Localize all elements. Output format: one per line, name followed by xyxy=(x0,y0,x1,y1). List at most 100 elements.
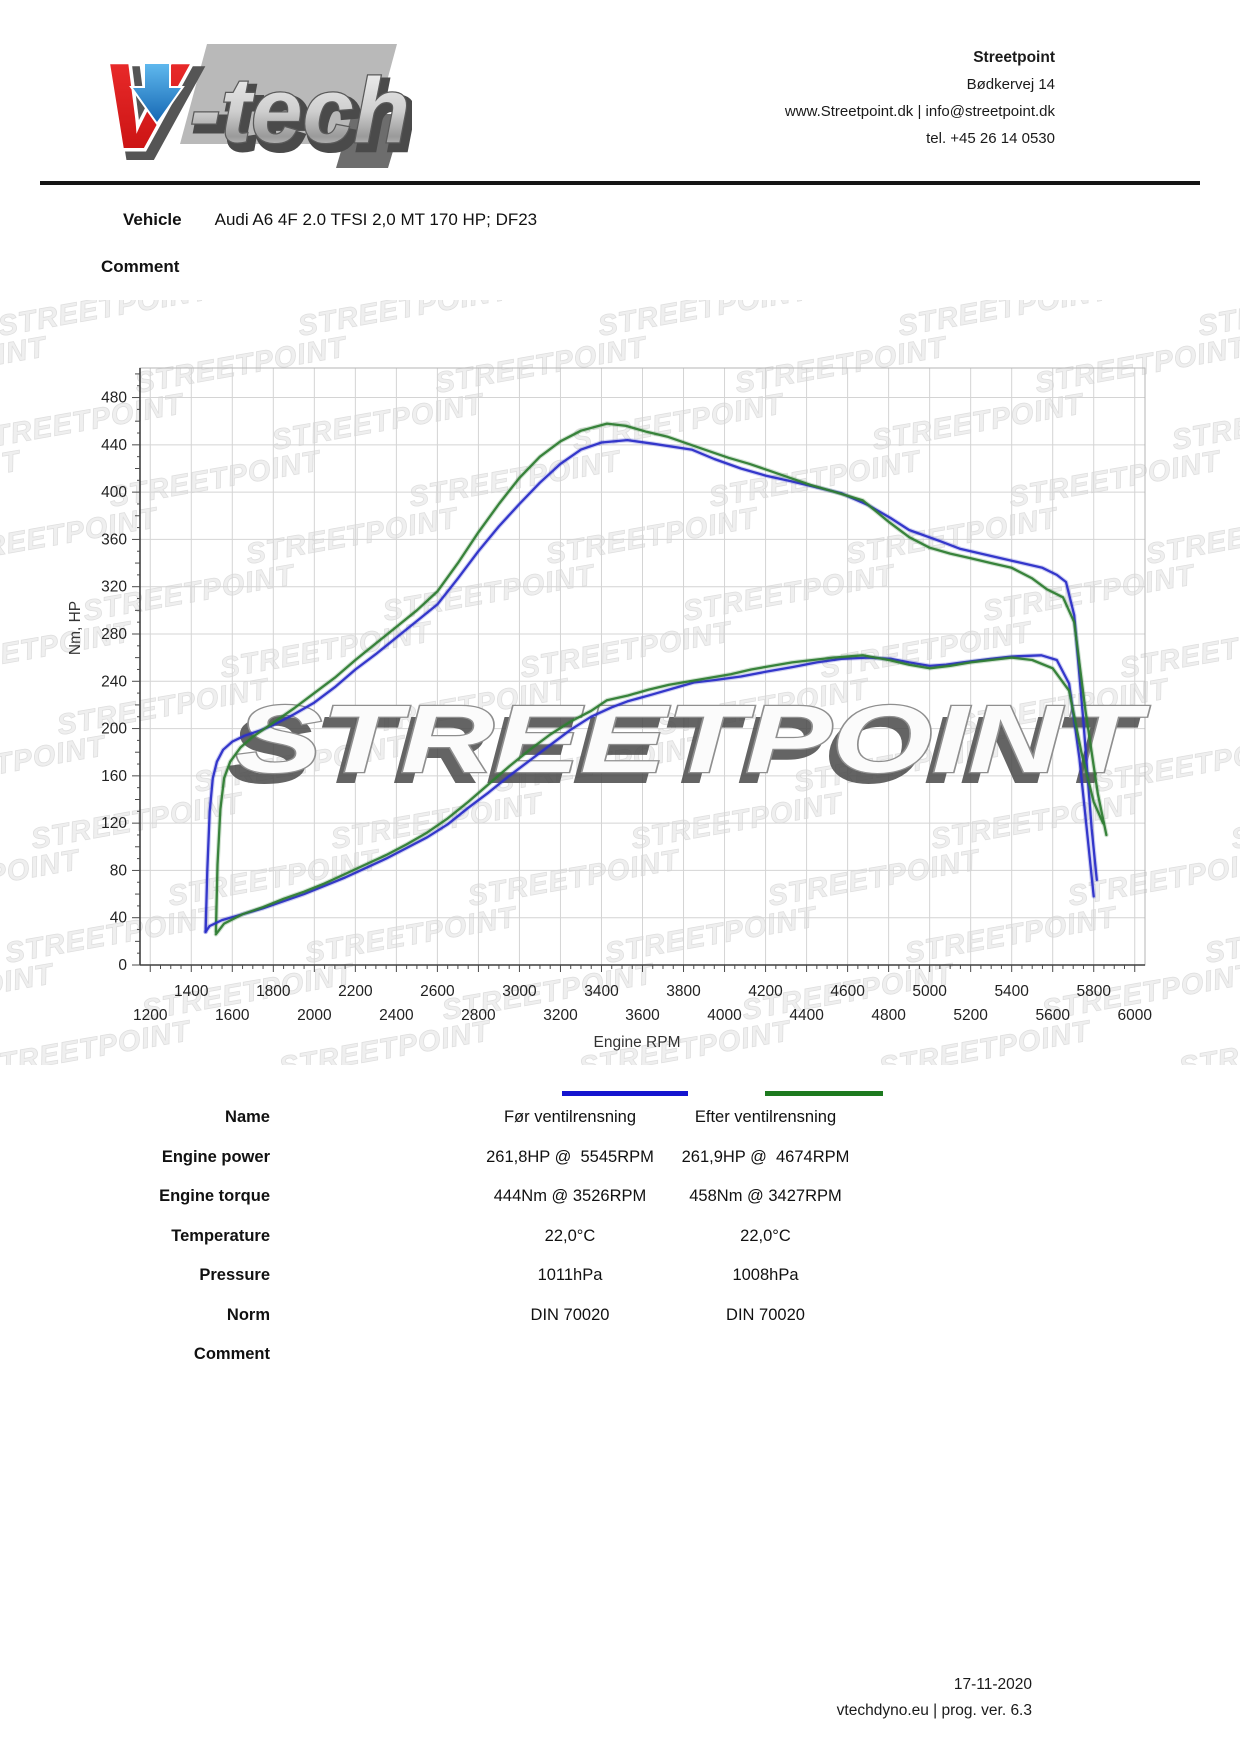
logo-tech-text: -tech -tech xyxy=(189,59,412,172)
row-value-efter: 458Nm @ 3427RPM xyxy=(689,1187,842,1205)
svg-text:400: 400 xyxy=(101,484,127,501)
svg-text:2000: 2000 xyxy=(297,1007,332,1024)
svg-text:STREETPOINT: STREETPOINT xyxy=(0,331,50,400)
svg-text:1600: 1600 xyxy=(215,1007,250,1024)
svg-text:STREETPOINT: STREETPOINT xyxy=(1033,331,1240,400)
x-axis-title: Engine RPM xyxy=(593,1034,680,1051)
row-label: Engine power xyxy=(161,1147,270,1166)
y-axis-title: Nm, HP xyxy=(67,601,84,655)
header-divider xyxy=(40,181,1200,185)
svg-text:STREETPOINT: STREETPOINT xyxy=(433,331,651,400)
vehicle-value: Audi A6 4F 2.0 TFSI 2,0 MT 170 HP; DF23 xyxy=(214,210,538,229)
svg-text:320: 320 xyxy=(101,579,127,596)
svg-text:STREETPOINT: STREETPOINT xyxy=(0,958,57,1027)
svg-text:STREETPOINT: STREETPOINT xyxy=(244,502,462,571)
company-web-email: www.Streetpoint.dk | info@streetpoint.dk xyxy=(784,103,1055,120)
svg-text:4400: 4400 xyxy=(789,1007,824,1024)
svg-text:280: 280 xyxy=(101,626,127,643)
company-address: Bødkervej 14 xyxy=(966,76,1055,93)
curve-3 xyxy=(213,653,1106,937)
svg-text:2600: 2600 xyxy=(420,983,455,1000)
svg-text:240: 240 xyxy=(101,673,127,690)
vtech-logo: V V -tech -tech xyxy=(97,35,413,175)
svg-text:120: 120 xyxy=(101,815,127,832)
chart-grid xyxy=(140,368,1145,965)
row-label: Comment xyxy=(193,1345,270,1363)
svg-text:4000: 4000 xyxy=(707,1007,742,1024)
svg-text:2200: 2200 xyxy=(338,983,373,1000)
svg-text:40: 40 xyxy=(110,910,128,927)
company-phone: tel. +45 26 14 0530 xyxy=(926,130,1055,147)
svg-text:-tech: -tech xyxy=(190,60,410,162)
table-row: Temperature 22,0°C 22,0°C xyxy=(0,1227,1240,1257)
svg-text:200: 200 xyxy=(101,721,127,738)
svg-text:STREETPOINT: STREETPOINT xyxy=(681,559,899,628)
svg-text:3400: 3400 xyxy=(584,983,619,1000)
svg-text:STREETPOINT: STREETPOINT xyxy=(29,787,247,856)
company-name: Streetpoint xyxy=(973,49,1055,66)
row-value-foer: 22,0°C xyxy=(544,1226,596,1245)
svg-text:STREETPOINT: STREETPOINT xyxy=(0,844,83,913)
svg-text:1400: 1400 xyxy=(174,983,209,1000)
logo-back-plate-dark xyxy=(336,114,404,168)
logo-back-plate xyxy=(180,44,397,144)
svg-text:0: 0 xyxy=(118,957,127,974)
svg-text:5000: 5000 xyxy=(912,983,947,1000)
svg-text:STREETPOINT: STREETPOINT xyxy=(133,331,351,400)
svg-text:5400: 5400 xyxy=(994,983,1029,1000)
vehicle-label: Vehicle xyxy=(123,210,182,229)
svg-text:STREETPOINT: STREETPOINT xyxy=(1007,445,1225,514)
svg-text:STREETPOINT: STREETPOINT xyxy=(1118,616,1240,685)
svg-text:STREETPOINT: STREETPOINT xyxy=(227,697,1142,804)
logo-arrow-icon xyxy=(129,62,185,126)
legend-line-efter xyxy=(765,1091,883,1096)
svg-text:STREETPOINT: STREETPOINT xyxy=(518,616,736,685)
watermark-tiles: STREETPOINT STREETPOINT STREETPOINT STREETP… xyxy=(0,300,1240,1065)
svg-text:5600: 5600 xyxy=(1035,1007,1070,1024)
row-label: Norm xyxy=(226,1305,270,1324)
report-date: 17-11-2020 xyxy=(953,1676,1032,1693)
svg-text:4200: 4200 xyxy=(748,983,783,1000)
svg-text:STREETPOINT: STREETPOINT xyxy=(818,616,1036,685)
row-value-foer: 1011hPa xyxy=(537,1266,603,1284)
svg-text:STREETPOINT: STREETPOINT xyxy=(0,388,187,457)
row-value-foer: 444Nm @ 3526RPM xyxy=(493,1187,647,1205)
axis-tick-labels: 0 40 80 120 160 200 240 280 320 360 400 440 480 1400 1… xyxy=(101,390,1152,1024)
row-label: Name xyxy=(225,1108,270,1126)
row-value-efter: 22,0°C xyxy=(740,1226,791,1245)
row-label: Temperature xyxy=(171,1226,270,1245)
svg-text:STREETPOINT: STREETPOINT xyxy=(0,730,109,799)
vehicle-row: Vehicle Audi A6 4F 2.0 TFSI 2,0 MT 170 HP… xyxy=(123,210,537,230)
svg-text:5200: 5200 xyxy=(953,1007,988,1024)
svg-text:STREETPOINT: STREETPOINT xyxy=(603,901,821,970)
svg-text:STREETPOINT: STREETPOINT xyxy=(270,388,488,457)
svg-text:STREETPOINT: STREETPOINT xyxy=(218,616,436,685)
svg-text:360: 360 xyxy=(101,531,127,548)
svg-text:5800: 5800 xyxy=(1076,983,1111,1000)
svg-text:2800: 2800 xyxy=(461,1007,496,1024)
table-row: Engine torque 444Nm @ 3526RPM 458Nm @ 3427… xyxy=(0,1187,1240,1217)
row-label: Engine torque xyxy=(159,1187,270,1205)
table-row: Name Før ventilrensning Efter ventilrensni… xyxy=(0,1108,1240,1138)
svg-text:1200: 1200 xyxy=(133,1007,168,1024)
svg-text:160: 160 xyxy=(101,768,127,785)
svg-text:STREETPOINT: STREETPOINT xyxy=(1177,1015,1240,1065)
axis-ticks xyxy=(132,373,1136,972)
svg-text:3800: 3800 xyxy=(666,983,701,1000)
row-label: Pressure xyxy=(199,1266,270,1284)
svg-text:STREETPOINT: STREETPOINT xyxy=(870,388,1088,457)
svg-text:STREETPOINT: STREETPOINT xyxy=(0,445,24,514)
svg-text:80: 80 xyxy=(110,862,128,879)
svg-text:STREETPOINT: STREETPOINT xyxy=(466,844,684,913)
table-row: Pressure 1011hPa 1008hPa xyxy=(0,1266,1240,1296)
report-footer: 17-11-2020 vtechdyno.eu | prog. ver. 6.3 xyxy=(837,1672,1032,1724)
dyno-chart: STREETPOINT STREETPOINT STREETPOINT STREETP… xyxy=(0,300,1240,1065)
svg-text:STREETPOINT: STREETPOINT xyxy=(236,686,1151,793)
legend-line-foer xyxy=(562,1091,688,1096)
table-row: Engine power 261,8HP @ 5545RPM 261,9HP @ 4… xyxy=(0,1148,1240,1178)
letterhead-contact: Streetpoint Bødkervej 14 www.Streetpoint… xyxy=(785,44,1055,152)
svg-text:1800: 1800 xyxy=(256,983,291,1000)
svg-text:3000: 3000 xyxy=(502,983,537,1000)
